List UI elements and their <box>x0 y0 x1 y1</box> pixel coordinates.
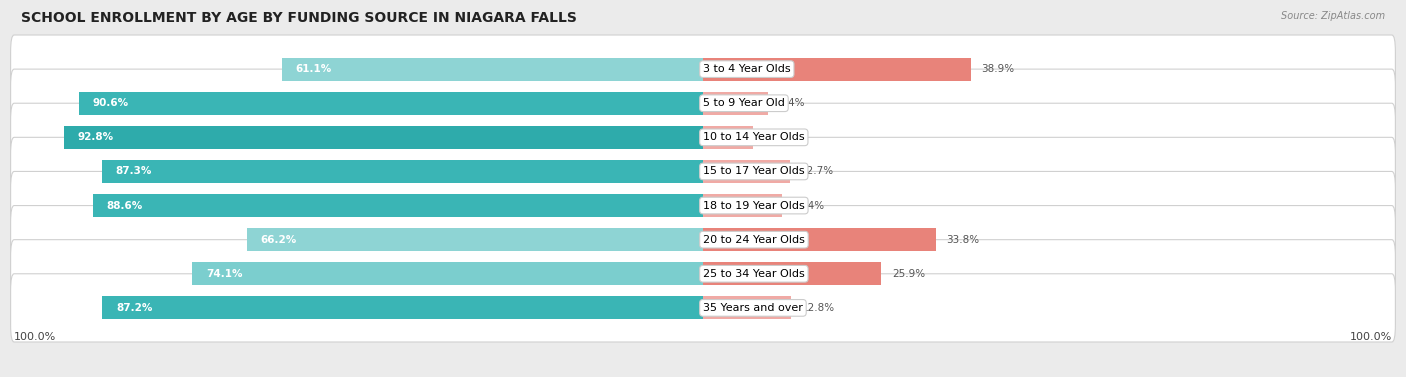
FancyBboxPatch shape <box>11 172 1395 240</box>
Bar <box>703 296 792 319</box>
FancyBboxPatch shape <box>11 240 1395 308</box>
Text: 12.7%: 12.7% <box>801 166 834 176</box>
Text: 35 Years and over: 35 Years and over <box>703 303 803 313</box>
Text: 15 to 17 Year Olds: 15 to 17 Year Olds <box>703 166 804 176</box>
Bar <box>93 194 703 217</box>
Bar <box>63 126 703 149</box>
Text: 87.3%: 87.3% <box>115 166 152 176</box>
Text: 88.6%: 88.6% <box>107 201 142 211</box>
Text: 18 to 19 Year Olds: 18 to 19 Year Olds <box>703 201 804 211</box>
Text: 87.2%: 87.2% <box>117 303 152 313</box>
Text: 7.2%: 7.2% <box>763 132 789 143</box>
Text: 38.9%: 38.9% <box>981 64 1015 74</box>
Bar <box>283 58 703 81</box>
Text: SCHOOL ENROLLMENT BY AGE BY FUNDING SOURCE IN NIAGARA FALLS: SCHOOL ENROLLMENT BY AGE BY FUNDING SOUR… <box>21 11 576 25</box>
FancyBboxPatch shape <box>11 103 1395 172</box>
Bar <box>703 92 768 115</box>
Text: 12.8%: 12.8% <box>801 303 835 313</box>
Text: 92.8%: 92.8% <box>77 132 114 143</box>
Text: 3 to 4 Year Olds: 3 to 4 Year Olds <box>703 64 790 74</box>
Bar <box>703 160 790 183</box>
Bar <box>101 160 703 183</box>
Text: 5 to 9 Year Old: 5 to 9 Year Old <box>703 98 785 108</box>
Text: 74.1%: 74.1% <box>207 269 243 279</box>
Text: 66.2%: 66.2% <box>260 234 297 245</box>
Text: Source: ZipAtlas.com: Source: ZipAtlas.com <box>1281 11 1385 21</box>
Bar <box>703 262 882 285</box>
Bar <box>703 194 782 217</box>
Text: 61.1%: 61.1% <box>295 64 332 74</box>
Bar <box>103 296 703 319</box>
Text: 90.6%: 90.6% <box>93 98 129 108</box>
FancyBboxPatch shape <box>11 274 1395 342</box>
Bar <box>703 126 752 149</box>
Text: 100.0%: 100.0% <box>14 332 56 342</box>
Text: 25 to 34 Year Olds: 25 to 34 Year Olds <box>703 269 804 279</box>
Text: 11.4%: 11.4% <box>792 201 825 211</box>
Text: 9.4%: 9.4% <box>778 98 804 108</box>
Text: 20 to 24 Year Olds: 20 to 24 Year Olds <box>703 234 804 245</box>
FancyBboxPatch shape <box>11 35 1395 103</box>
Text: 10 to 14 Year Olds: 10 to 14 Year Olds <box>703 132 804 143</box>
Text: 100.0%: 100.0% <box>1350 332 1392 342</box>
Bar <box>79 92 703 115</box>
Text: 25.9%: 25.9% <box>891 269 925 279</box>
Bar <box>247 228 703 251</box>
Bar <box>703 58 972 81</box>
FancyBboxPatch shape <box>11 137 1395 205</box>
FancyBboxPatch shape <box>11 69 1395 137</box>
Text: 33.8%: 33.8% <box>946 234 980 245</box>
FancyBboxPatch shape <box>11 205 1395 274</box>
Bar <box>193 262 703 285</box>
Bar <box>703 228 936 251</box>
